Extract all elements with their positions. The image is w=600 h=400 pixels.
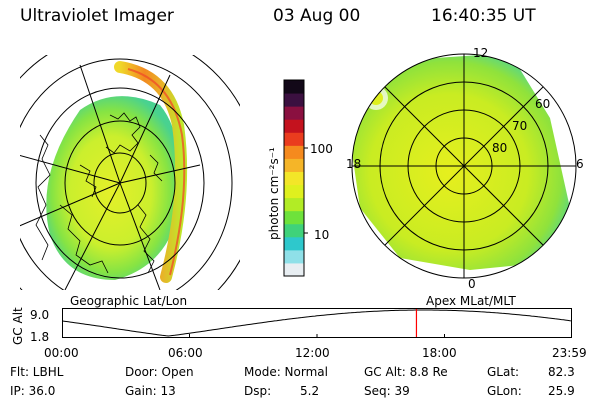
time-tick-0000: 00:00: [44, 346, 79, 360]
colorbar-segment: [284, 223, 304, 238]
colorbar-segment: [284, 262, 304, 277]
colorbar-segment: [284, 119, 304, 133]
date-label: 03 Aug 00: [273, 6, 361, 26]
info-flt: Flt: LBHL: [10, 365, 64, 379]
info-seq: Seq: 39: [364, 384, 410, 398]
colorbar-segment: [284, 80, 304, 94]
colorbar-segment: [284, 197, 304, 212]
mlt-label-0: 0: [468, 277, 476, 291]
mlt-label-18: 18: [346, 157, 362, 171]
colorbar-segment: [284, 249, 304, 264]
colorbar-segment: [284, 184, 304, 199]
info-glon-value: 25.9: [548, 384, 575, 398]
time-tick-0600: 06:00: [168, 346, 203, 360]
mlt-label-12: 12: [473, 46, 489, 60]
geographic-caption: Geographic Lat/Lon: [70, 294, 188, 308]
colorbar-segment: [284, 106, 304, 120]
colorbar-segment: [284, 236, 304, 251]
colorbar: [283, 79, 308, 277]
colorbar-tick-10: 10: [314, 228, 330, 242]
colorbar-segment: [284, 210, 304, 225]
info-glon-label: GLon:: [487, 384, 522, 398]
altitude-plot: [61, 308, 573, 338]
apex-polar-image: [351, 53, 577, 279]
instrument-title: Ultraviolet Imager: [20, 6, 174, 26]
info-dsp-label: Dsp:: [244, 384, 272, 398]
colorbar-segment: [284, 132, 304, 146]
mlt-label-6: 6: [576, 157, 584, 171]
colorbar-segment: [284, 158, 304, 172]
alt-axis-label: GC Alt: [11, 307, 25, 345]
colorbar-segment: [284, 171, 304, 186]
lat-label-70: 70: [512, 119, 528, 133]
info-ip: IP: 36.0: [10, 384, 56, 398]
geographic-image: [20, 55, 240, 290]
colorbar-tick-100: 100: [310, 142, 333, 156]
info-gain: Gain: 13: [125, 384, 176, 398]
lat-label-60: 60: [535, 97, 551, 111]
colorbar-segment: [284, 145, 304, 159]
time-tick-1200: 12:00: [295, 346, 330, 360]
lat-label-80: 80: [492, 141, 508, 155]
info-door: Door: Open: [125, 365, 194, 379]
time-tick-1800: 18:00: [422, 346, 457, 360]
info-dsp-value: 5.2: [300, 384, 320, 398]
colorbar-segment: [284, 93, 304, 107]
time-tick-2359: 23:59: [552, 346, 587, 360]
info-glat-value: 82.3: [548, 365, 575, 379]
alt-tick-min: 1.8: [30, 330, 50, 344]
info-glat-label: GLat:: [487, 365, 520, 379]
time-label: 16:40:35 UT: [431, 6, 536, 26]
apex-caption: Apex MLat/MLT: [426, 294, 516, 308]
alt-tick-max: 9.0: [30, 308, 50, 322]
altitude-curve: [61, 309, 573, 337]
info-mode: Mode: Normal: [244, 365, 328, 379]
colorbar-border: [283, 79, 305, 277]
info-gc-alt: GC Alt: 8.8 Re: [364, 365, 448, 379]
colorbar-unit-label: photon cm⁻²s⁻¹: [267, 147, 281, 240]
